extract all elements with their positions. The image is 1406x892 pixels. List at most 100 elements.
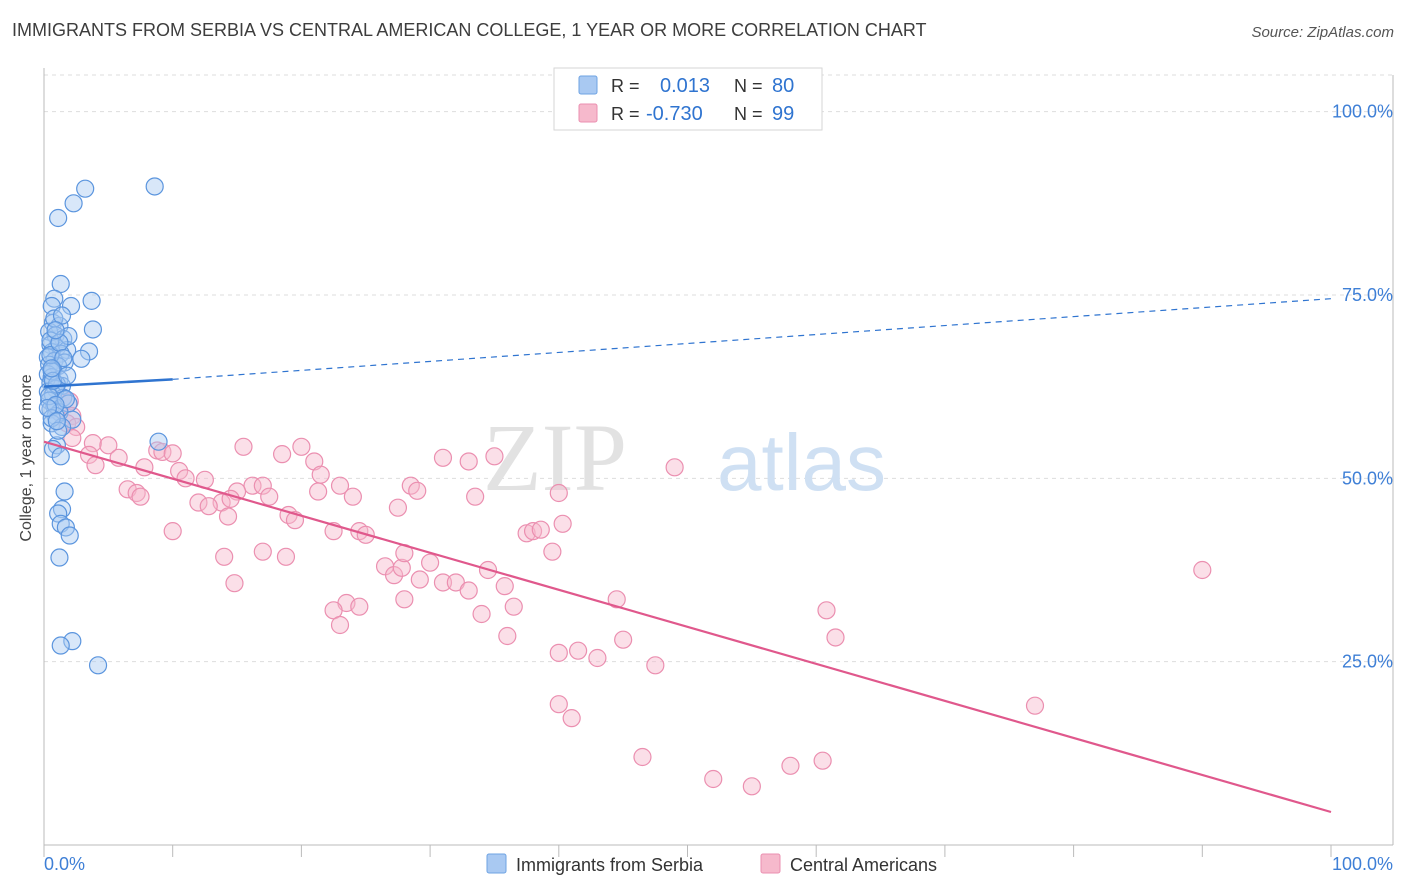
central-americans-point <box>388 498 408 517</box>
serbia-point <box>83 320 103 339</box>
central-americans-point <box>330 476 350 495</box>
central-americans-point <box>504 597 523 616</box>
central-americans-point <box>309 482 328 501</box>
y-axis-label: College, 1 year or more <box>18 374 35 541</box>
central-americans-point <box>234 437 253 456</box>
central-americans-point <box>543 542 562 561</box>
central-americans-point <box>83 434 103 453</box>
serbia-point <box>149 432 168 451</box>
central-americans-point <box>330 615 350 635</box>
bottom-legend: Immigrants from Serbia Central Americans <box>486 853 937 875</box>
chart-title: IMMIGRANTS FROM SERBIA VS CENTRAL AMERIC… <box>12 20 927 40</box>
legend-label-serbia: Immigrants from Serbia <box>516 855 704 875</box>
zipatlas-watermark: ZIP atlas <box>483 404 886 511</box>
central-americans-point <box>350 597 369 616</box>
serbia-point <box>49 421 68 440</box>
central-americans-point <box>742 777 761 796</box>
serbia-point <box>82 291 101 310</box>
stats-legend: R = 0.013 N = 80 R = -0.730 N = 99 <box>553 67 823 131</box>
legend-swatch-central-americans <box>760 853 781 874</box>
x-tick-label: 100.0% <box>1332 854 1393 874</box>
central-americans-point <box>588 648 607 668</box>
central-americans-point <box>485 447 504 466</box>
central-americans-point <box>163 522 182 541</box>
serbia-point <box>42 359 61 378</box>
central-americans-point <box>614 630 633 649</box>
watermark-zip: ZIP <box>483 404 627 511</box>
central-americans-point <box>131 487 150 506</box>
central-americans-point <box>781 756 800 775</box>
serbia-point <box>55 482 74 501</box>
serbia-point <box>46 321 65 340</box>
central-americans-point <box>549 483 568 503</box>
stats-swatch-blue <box>578 75 598 95</box>
central-americans-point <box>218 507 238 526</box>
serbia-point <box>51 447 70 466</box>
serbia-point <box>50 548 69 567</box>
central-americans-point <box>272 445 292 464</box>
central-americans-point <box>99 436 118 455</box>
source-credit: Source: ZipAtlas.com <box>1251 24 1394 41</box>
central-americans-point <box>410 570 429 589</box>
serbia-point <box>60 526 79 545</box>
stats-r-label: R = <box>611 76 640 96</box>
serbia-point <box>76 179 95 198</box>
y-tick-label: 50.0% <box>1342 468 1393 488</box>
central-americans-point <box>311 465 330 484</box>
central-americans-point <box>817 601 836 620</box>
central-americans-point <box>392 558 411 577</box>
central-americans-point <box>433 573 453 592</box>
central-americans-point <box>433 448 453 467</box>
serbia-point <box>54 348 73 368</box>
central-americans-point <box>384 566 404 585</box>
serbia-point <box>47 412 66 431</box>
central-americans-point <box>459 452 478 471</box>
stats-n-label: N = <box>734 76 763 96</box>
serbia-point <box>56 390 75 409</box>
legend-swatch-serbia <box>486 853 507 874</box>
central-americans-point <box>549 643 568 662</box>
central-americans-point <box>276 547 296 566</box>
central-americans-point <box>665 458 684 477</box>
central-americans-point <box>163 444 182 463</box>
serbia-point <box>49 208 68 228</box>
serbia-trend-line <box>43 378 173 388</box>
central-americans-point <box>549 695 568 714</box>
stats-swatch-pink <box>578 103 598 123</box>
central-americans-point <box>1193 560 1212 580</box>
y-tick-label: 25.0% <box>1342 652 1393 672</box>
central-americans-point <box>215 547 234 566</box>
serbia-point <box>72 349 91 368</box>
legend-label-central-americans: Central Americans <box>790 855 937 875</box>
central-americans-point <box>292 437 311 456</box>
central-americans-point <box>199 497 218 516</box>
serbia-point <box>79 342 99 361</box>
serbia-point <box>64 194 83 213</box>
serbia-point <box>88 656 108 675</box>
central-americans-point <box>466 487 485 506</box>
central-americans-point <box>395 590 414 609</box>
stats-r-value: -0.730 <box>646 103 703 125</box>
central-americans-point <box>553 514 572 533</box>
central-americans-point <box>633 747 652 767</box>
central-americans-point <box>343 487 362 506</box>
central-americans-point <box>253 476 272 495</box>
central-americans-point <box>569 641 588 660</box>
serbia-point <box>38 398 57 418</box>
central-americans-point <box>472 604 491 624</box>
y-tick-label: 75.0% <box>1342 285 1393 305</box>
serbia-trend-extension <box>172 298 1332 380</box>
stats-n-label: N = <box>734 104 763 124</box>
central-americans-point <box>813 751 832 770</box>
central-americans-point <box>531 520 550 539</box>
central-americans-point <box>225 574 244 593</box>
serbia-point <box>63 410 82 429</box>
stats-n-value: 99 <box>772 103 794 125</box>
stats-r-label: R = <box>611 104 640 124</box>
stats-n-value: 80 <box>772 75 794 97</box>
central-americans-point <box>408 481 427 500</box>
central-americans-point <box>646 656 665 675</box>
serbia-point <box>63 632 82 651</box>
central-americans-point <box>1025 696 1045 715</box>
serbia-point <box>45 289 64 308</box>
